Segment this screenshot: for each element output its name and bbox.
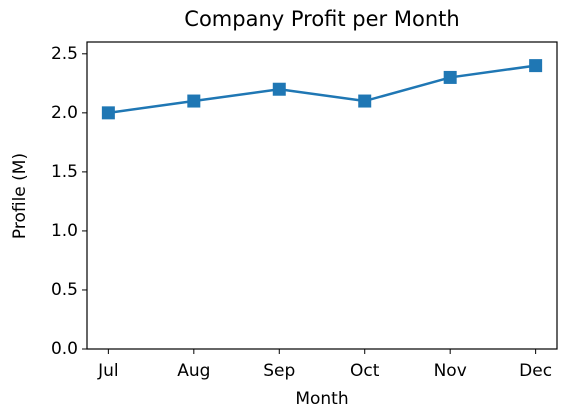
x-axis-label: Month xyxy=(295,389,348,408)
marker xyxy=(358,94,372,108)
marker xyxy=(101,106,115,120)
x-tick-label: Dec xyxy=(519,361,552,381)
plot-frame xyxy=(86,41,558,350)
x-tick-label: Nov xyxy=(434,361,467,381)
y-tick-label: 2.5 xyxy=(51,44,78,64)
x-tick-label: Oct xyxy=(350,361,380,381)
marker xyxy=(187,94,201,108)
x-tick-label: Sep xyxy=(263,361,295,381)
y-tick-label: 0.0 xyxy=(51,339,78,359)
series-line xyxy=(108,64,536,115)
x-tick-label: Aug xyxy=(177,361,210,381)
y-tick-label: 0.5 xyxy=(51,280,78,300)
y-tick-label: 1.0 xyxy=(51,221,78,241)
y-tick-label: 2.0 xyxy=(51,103,78,123)
marker xyxy=(272,82,286,96)
y-tick-label: 1.5 xyxy=(51,162,78,182)
marker xyxy=(529,59,543,73)
marker xyxy=(443,70,457,84)
chart-title: Company Profit per Month xyxy=(184,7,459,31)
y-axis-label: Profile (M) xyxy=(10,153,30,239)
x-tick-label: Jul xyxy=(97,361,119,381)
